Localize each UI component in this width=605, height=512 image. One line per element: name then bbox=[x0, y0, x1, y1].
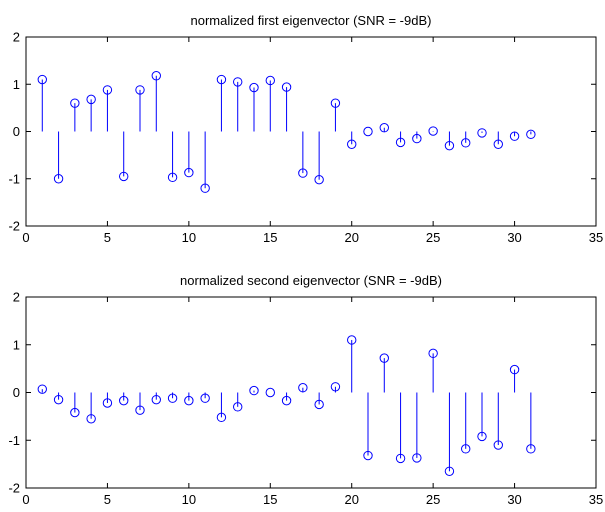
x-tick-label: 25 bbox=[426, 230, 440, 245]
x-tick-label: 5 bbox=[104, 230, 111, 245]
x-tick-label: 30 bbox=[507, 492, 521, 507]
y-tick-label: 1 bbox=[13, 337, 20, 352]
x-tick-label: 10 bbox=[182, 230, 196, 245]
y-tick-label: 2 bbox=[13, 30, 20, 45]
y-tick-label: -2 bbox=[8, 219, 20, 234]
x-tick-label: 35 bbox=[589, 230, 603, 245]
y-tick-label: 0 bbox=[13, 385, 20, 400]
y-tick-label: 0 bbox=[13, 124, 20, 139]
x-tick-label: 0 bbox=[22, 230, 29, 245]
y-tick-label: -2 bbox=[8, 481, 20, 496]
x-tick-label: 15 bbox=[263, 492, 277, 507]
x-tick-label: 20 bbox=[344, 492, 358, 507]
x-tick-label: 15 bbox=[263, 230, 277, 245]
axes-box bbox=[26, 37, 596, 226]
x-tick-label: 10 bbox=[182, 492, 196, 507]
y-tick-label: 1 bbox=[13, 77, 20, 92]
y-tick-label: 2 bbox=[13, 290, 20, 305]
axes-box bbox=[26, 297, 596, 488]
x-tick-label: 25 bbox=[426, 492, 440, 507]
x-tick-label: 0 bbox=[22, 492, 29, 507]
chart-title: normalized first eigenvector (SNR = -9dB… bbox=[191, 13, 432, 28]
y-tick-label: -1 bbox=[8, 171, 20, 186]
y-tick-label: -1 bbox=[8, 433, 20, 448]
x-tick-label: 20 bbox=[344, 230, 358, 245]
chart-title: normalized second eigenvector (SNR = -9d… bbox=[180, 273, 442, 288]
x-tick-label: 30 bbox=[507, 230, 521, 245]
plot-first-eigenvector: normalized first eigenvector (SNR = -9dB… bbox=[8, 13, 603, 245]
x-tick-label: 5 bbox=[104, 492, 111, 507]
plot-second-eigenvector: normalized second eigenvector (SNR = -9d… bbox=[8, 273, 603, 507]
x-tick-label: 35 bbox=[589, 492, 603, 507]
